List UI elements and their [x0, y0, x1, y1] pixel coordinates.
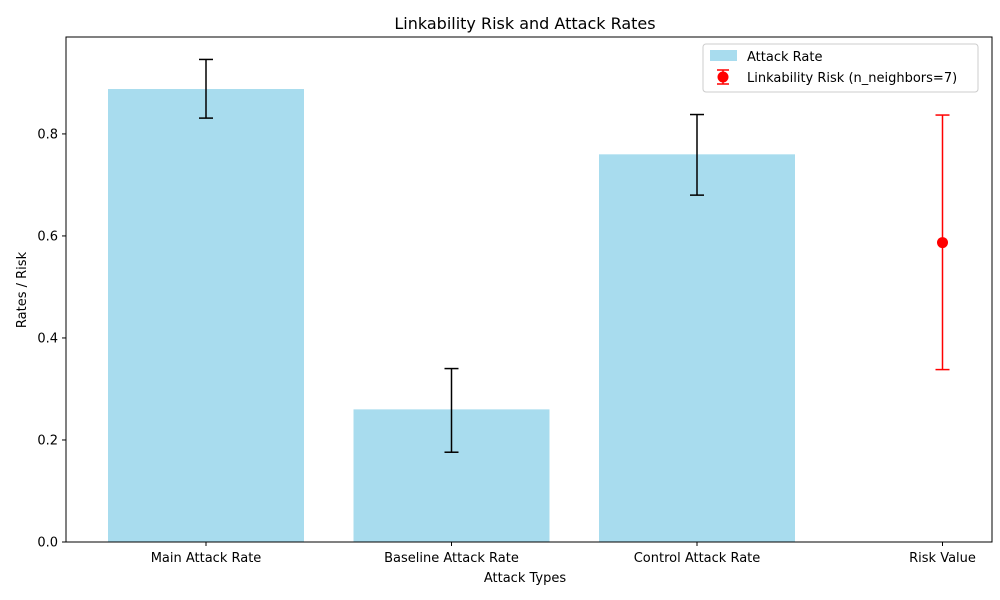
risk-point	[937, 237, 948, 249]
legend-swatch-attack-rate	[710, 50, 737, 61]
legend-swatch-linkability-risk	[717, 69, 729, 85]
bar	[108, 89, 304, 542]
y-tick-label: 0.6	[37, 229, 58, 244]
y-axis-label: Rates / Risk	[15, 251, 30, 328]
legend-label-attack-rate: Attack Rate	[747, 50, 822, 65]
legend-label-linkability-risk: Linkability Risk (n_neighbors=7)	[747, 71, 957, 86]
x-tick-label: Risk Value	[909, 551, 976, 566]
legend-box	[702, 43, 979, 93]
plot-frame	[65, 36, 993, 543]
x-tick-label: Main Attack Rate	[151, 551, 262, 566]
bar	[599, 154, 795, 542]
x-axis-label: Attack Types	[484, 571, 566, 586]
y-tick-label: 0.8	[37, 127, 58, 142]
x-tick-label: Baseline Attack Rate	[384, 551, 519, 566]
legend: Attack Rate Linkability Risk (n_neighbor…	[702, 43, 979, 93]
y-tick-label: 0.4	[37, 331, 58, 346]
y-tick-label: 0.0	[37, 536, 58, 551]
y-tick-label: 0.2	[37, 433, 58, 448]
chart-title: Linkability Risk and Attack Rates	[394, 14, 655, 33]
x-tick-label: Control Attack Rate	[634, 551, 761, 566]
